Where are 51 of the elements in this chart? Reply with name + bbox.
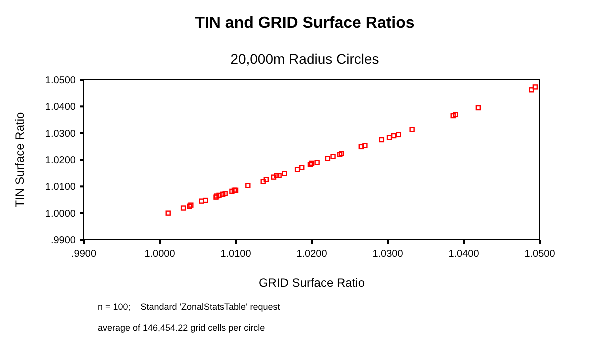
point — [274, 173, 280, 178]
point — [246, 183, 251, 188]
y-tick-label: 1.0100 — [45, 182, 76, 194]
chart-subtitle: 20,000m Radius Circles — [230, 51, 380, 67]
point — [396, 132, 402, 138]
point — [199, 198, 204, 204]
point — [362, 143, 368, 148]
x-tick-label: 1.0000 — [144, 249, 176, 260]
point — [282, 171, 288, 176]
point — [230, 188, 235, 194]
point — [276, 173, 282, 178]
y-tick-label: 1.0200 — [45, 156, 76, 166]
y-tick-label: 1.0500 — [45, 76, 76, 86]
point — [180, 206, 186, 211]
y-tick-label: 1.0300 — [45, 128, 76, 140]
point — [410, 127, 415, 132]
y-tick-label: .9900 — [50, 236, 76, 246]
point — [330, 154, 336, 160]
point — [386, 135, 392, 140]
point — [453, 112, 458, 118]
point — [271, 174, 277, 180]
point — [379, 137, 385, 143]
point — [529, 88, 534, 93]
text: n = 100; Standard 'ZonalStatsTable' request — [98, 302, 281, 312]
x-tick-label: .9900 — [71, 249, 97, 260]
x-tick-label: 1.0300 — [372, 249, 404, 260]
point — [391, 133, 397, 139]
point — [220, 192, 226, 197]
x-tick-label: 1.0400 — [448, 249, 480, 260]
point — [222, 191, 228, 196]
x-tick-label: 1.0100 — [220, 249, 252, 260]
point — [203, 198, 208, 204]
point — [450, 113, 456, 119]
point — [314, 160, 320, 166]
point — [476, 105, 482, 111]
y-tick-label: 1.0400 — [45, 102, 76, 114]
x-tick-label: 1.0500 — [524, 249, 556, 260]
chart-title: TIN and GRID Surface Ratios — [195, 15, 415, 32]
point — [532, 84, 538, 90]
point — [358, 144, 364, 150]
point — [294, 167, 300, 172]
y-axis-title: TIN Surface Ratio — [13, 112, 27, 208]
x-tick-label: 1.0200 — [296, 249, 328, 260]
point — [166, 210, 171, 216]
point — [300, 165, 305, 170]
y-tick-label: 1.0000 — [45, 208, 76, 220]
point — [264, 177, 269, 182]
text: average of 146,454.22 grid cells per circle — [98, 323, 266, 333]
point — [325, 156, 331, 162]
point — [260, 179, 266, 184]
x-axis-title: GRID Surface Ratio — [258, 276, 366, 290]
